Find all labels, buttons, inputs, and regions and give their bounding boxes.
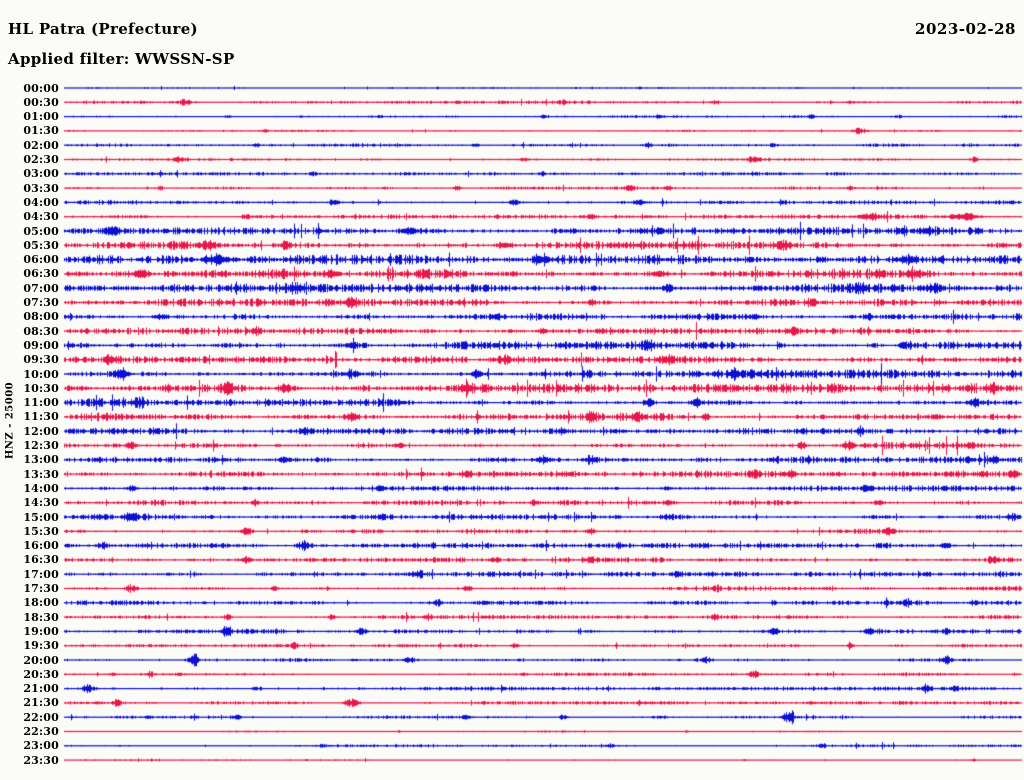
helicorder-page: HL Patra (Prefecture) 2023-02-28 Applied… bbox=[0, 0, 1024, 780]
seismogram-traces-canvas bbox=[0, 0, 1024, 780]
